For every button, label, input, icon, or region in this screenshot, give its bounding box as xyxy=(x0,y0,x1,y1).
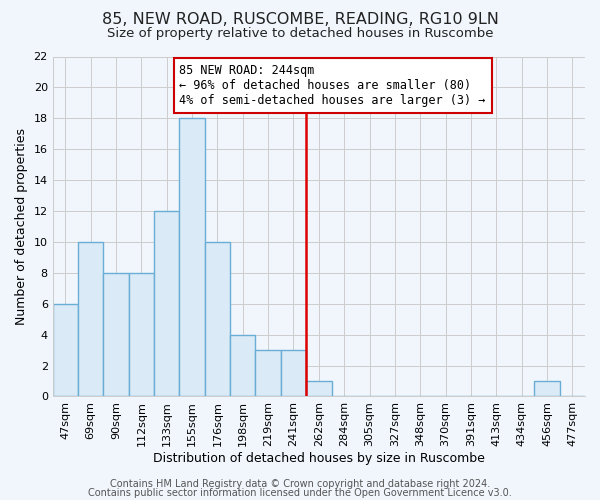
Bar xyxy=(179,118,205,396)
Text: Size of property relative to detached houses in Ruscombe: Size of property relative to detached ho… xyxy=(107,28,493,40)
Bar xyxy=(256,350,281,397)
Text: Contains HM Land Registry data © Crown copyright and database right 2024.: Contains HM Land Registry data © Crown c… xyxy=(110,479,490,489)
Bar xyxy=(205,242,230,396)
Bar xyxy=(53,304,78,396)
Text: Contains public sector information licensed under the Open Government Licence v3: Contains public sector information licen… xyxy=(88,488,512,498)
Bar xyxy=(230,334,256,396)
Bar xyxy=(281,350,306,397)
Text: 85, NEW ROAD, RUSCOMBE, READING, RG10 9LN: 85, NEW ROAD, RUSCOMBE, READING, RG10 9L… xyxy=(101,12,499,28)
Bar xyxy=(129,273,154,396)
Y-axis label: Number of detached properties: Number of detached properties xyxy=(15,128,28,325)
X-axis label: Distribution of detached houses by size in Ruscombe: Distribution of detached houses by size … xyxy=(153,452,485,465)
Bar xyxy=(306,381,332,396)
Bar xyxy=(103,273,129,396)
Bar xyxy=(154,211,179,396)
Bar xyxy=(535,381,560,396)
Bar xyxy=(78,242,103,396)
Text: 85 NEW ROAD: 244sqm
← 96% of detached houses are smaller (80)
4% of semi-detache: 85 NEW ROAD: 244sqm ← 96% of detached ho… xyxy=(179,64,486,107)
